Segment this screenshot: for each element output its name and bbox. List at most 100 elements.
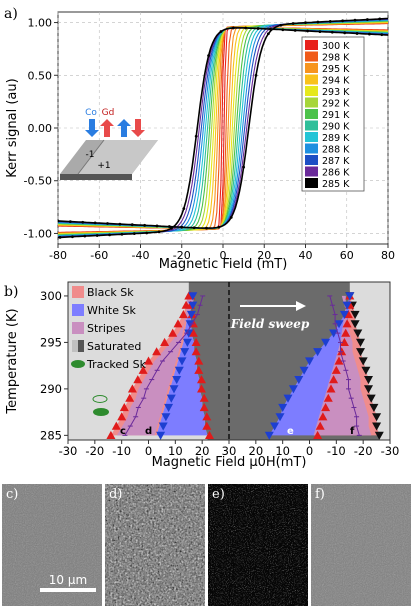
inset-minus-one-label: -1 xyxy=(86,150,95,160)
panel-b-tick-label-x: 20 xyxy=(195,444,210,458)
black-sk-boundary-marker xyxy=(374,431,384,440)
black-sk-boundary-marker xyxy=(152,347,162,356)
stripe-boundary-marker xyxy=(323,393,333,402)
panel-b-tick-label-x: -10 xyxy=(327,444,346,458)
panel-b-tick-label-x: 20 xyxy=(249,444,264,458)
panel-b-tick-label-x: 10 xyxy=(275,444,290,458)
panel-label-b: b) xyxy=(4,284,18,300)
black-sk-boundary-marker xyxy=(364,385,373,394)
stripe-boundary-marker xyxy=(321,403,331,412)
co-down-arrow-icon xyxy=(85,119,99,137)
white-sk-boundary-marker xyxy=(202,421,212,430)
white-sk-boundary-marker xyxy=(299,366,309,375)
tracked-sk-marker-outline xyxy=(92,395,108,403)
white-sk-boundary-marker xyxy=(180,348,190,357)
legend-swatch xyxy=(305,86,318,96)
stripe-boundary-marker xyxy=(334,356,344,365)
stripe-boundary-marker xyxy=(329,375,339,384)
micrograph-label-f: f) xyxy=(315,487,325,502)
legend-swatch xyxy=(305,97,318,108)
loop-285k-point xyxy=(293,28,297,32)
legend-swatch-white-sk xyxy=(72,304,84,316)
panel-a-tick-label-x: -80 xyxy=(49,249,67,262)
legend-entry: 287 K xyxy=(322,156,350,167)
legend-entry: 300 K xyxy=(322,41,350,52)
loop-285k-point xyxy=(254,73,258,77)
legend-swatch xyxy=(305,178,318,188)
panel-a-tick-label-y: 1.00 xyxy=(28,17,53,30)
white-sk-boundary-marker xyxy=(329,329,339,338)
white-sk-boundary-marker xyxy=(156,431,166,440)
panel-b-x-axis-label: Magnetic Field μ0H(mT) xyxy=(152,455,307,470)
loop-285k-point xyxy=(155,224,159,228)
white-sk-boundary-marker xyxy=(270,422,280,431)
loop-285k-point xyxy=(355,32,359,35)
phase-legend: Black Sk White Sk Stripes Saturated Trac… xyxy=(71,286,147,371)
legend-swatch xyxy=(305,155,318,165)
scale-bar-label: 10 µm xyxy=(49,573,87,587)
black-sk-boundary-marker xyxy=(119,403,129,412)
loop-285k-point xyxy=(318,30,322,33)
inset-gd-label: Gd xyxy=(102,108,115,118)
loop-285k-point xyxy=(71,235,74,239)
scale-bar xyxy=(40,588,96,592)
loop-285k-point xyxy=(378,17,382,21)
white-sk-boundary-marker xyxy=(205,430,214,439)
black-sk-boundary-marker xyxy=(364,376,373,385)
field-sweep-arrow-icon xyxy=(296,301,306,311)
panel-b-tick-label-x: 30 xyxy=(222,444,237,458)
micrograph-d-texture xyxy=(105,484,205,606)
legend-entry: 295 K xyxy=(322,64,350,75)
loop-285k-point xyxy=(108,233,111,237)
stripe-boundary-marker xyxy=(326,384,336,393)
panel-a-tick-label-x: 60 xyxy=(340,249,354,262)
loop-285k-point xyxy=(330,30,334,34)
panel-a-tick-label-x: 0 xyxy=(220,249,227,262)
loop-285k-point xyxy=(83,234,87,238)
loop-285k-point xyxy=(229,215,233,219)
legend-label-white-sk: White Sk xyxy=(87,304,136,317)
white-sk-boundary-marker xyxy=(313,348,323,357)
loop-285k-point xyxy=(132,232,136,236)
legend-entry: 298 K xyxy=(322,53,350,64)
black-sk-boundary-marker xyxy=(369,403,379,412)
right-stripe-track xyxy=(329,295,360,436)
loop-285k-point xyxy=(106,222,109,225)
panel-b-tick-label-x: -30 xyxy=(381,444,400,458)
loop-285k-point xyxy=(281,28,285,32)
micrograph-row: c) 10 µm d) e) f) xyxy=(2,484,411,606)
loop-285k-point xyxy=(194,134,198,138)
white-sk-boundary-marker xyxy=(278,403,288,412)
white-sk-boundary-marker xyxy=(339,310,349,319)
legend-swatch xyxy=(305,132,318,142)
black-sk-boundary-marker xyxy=(106,430,116,439)
white-sk-boundary-marker xyxy=(305,357,314,366)
legend-label-stripes: Stripes xyxy=(87,322,126,335)
legend-swatch-saturated-dark xyxy=(78,340,84,352)
left-stripes-region xyxy=(116,295,195,436)
panel-b-tick-label-x: 10 xyxy=(168,444,183,458)
loop-285k-point xyxy=(68,220,72,224)
loop-285k-point xyxy=(231,26,235,30)
black-sk-boundary-marker xyxy=(173,319,183,328)
region-label-d: d xyxy=(145,426,152,437)
legend-label-tracked-sk: Tracked Sk xyxy=(86,358,147,371)
panel-a-tick-label-x: 40 xyxy=(299,249,313,262)
legend-entry: 285 K xyxy=(322,179,350,190)
legend-swatch-tracked-sk xyxy=(71,360,85,368)
legend-swatch xyxy=(305,40,318,50)
panel-a-tick-label-x: 80 xyxy=(381,249,395,262)
panel-a-tick-label-x: 20 xyxy=(257,249,271,262)
legend-entry: 291 K xyxy=(322,110,350,121)
loop-285k-point xyxy=(182,207,186,211)
loop-285k-point xyxy=(256,27,260,30)
black-sk-boundary-marker xyxy=(356,348,365,357)
loop-285k-point xyxy=(266,32,270,36)
micrograph-c: c) 10 µm xyxy=(2,484,102,606)
phase-regions xyxy=(110,282,380,440)
white-sk-boundary-marker xyxy=(177,357,187,366)
black-sk-boundary-marker xyxy=(125,393,135,402)
micrograph-f: f) xyxy=(311,484,411,606)
